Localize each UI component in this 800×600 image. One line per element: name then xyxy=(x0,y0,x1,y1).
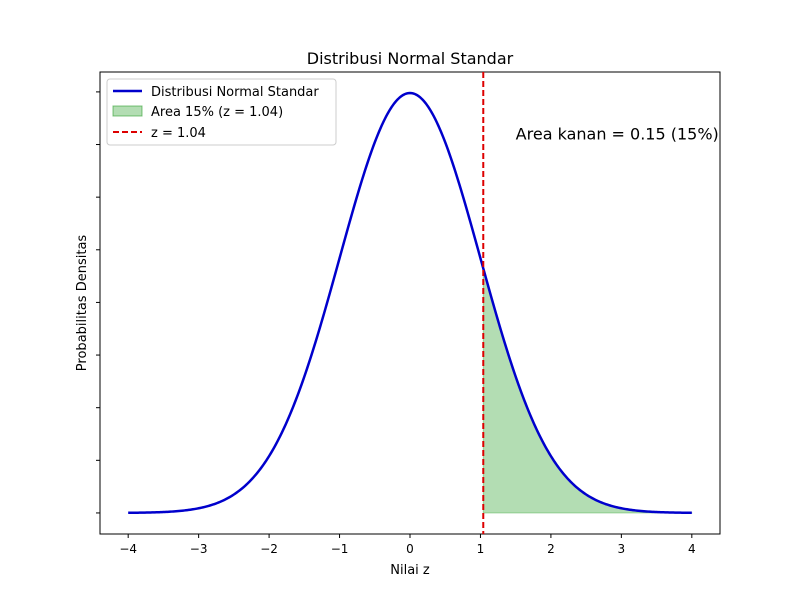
normal-curve-line xyxy=(128,91,692,515)
x-tick-label: −1 xyxy=(331,542,349,556)
x-axis-label: Nilai z xyxy=(390,563,430,578)
legend-area-swatch xyxy=(112,105,143,117)
legend-area-label: Area 15% (z = 1.04) xyxy=(151,105,283,120)
y-axis-ticks xyxy=(96,91,100,514)
x-axis-ticks: −4 −3 −2 −1 0 1 2 3 4 xyxy=(119,534,696,556)
x-tick-label: −3 xyxy=(190,542,208,556)
area-annotation: Area kanan = 0.15 (15%) xyxy=(516,124,719,143)
x-tick-label: 2 xyxy=(547,542,555,556)
x-tick-label: 1 xyxy=(477,542,485,556)
legend-box xyxy=(106,78,337,146)
x-tick-label: 0 xyxy=(406,542,414,556)
x-tick-label: 4 xyxy=(688,542,696,556)
legend-curve-label: Distribusi Normal Standar xyxy=(151,85,319,100)
chart-title: Distribusi Normal Standar xyxy=(307,49,514,68)
legend-vline-label: z = 1.04 xyxy=(151,126,206,141)
shaded-area-region xyxy=(482,268,693,514)
y-axis-label: Probabilitas Densitas xyxy=(75,235,90,372)
x-tick-label: −4 xyxy=(119,542,137,556)
x-tick-label: 3 xyxy=(618,542,626,556)
x-tick-label: −2 xyxy=(260,542,278,556)
legend: Distribusi Normal Standar Area 15% (z = … xyxy=(106,78,337,146)
